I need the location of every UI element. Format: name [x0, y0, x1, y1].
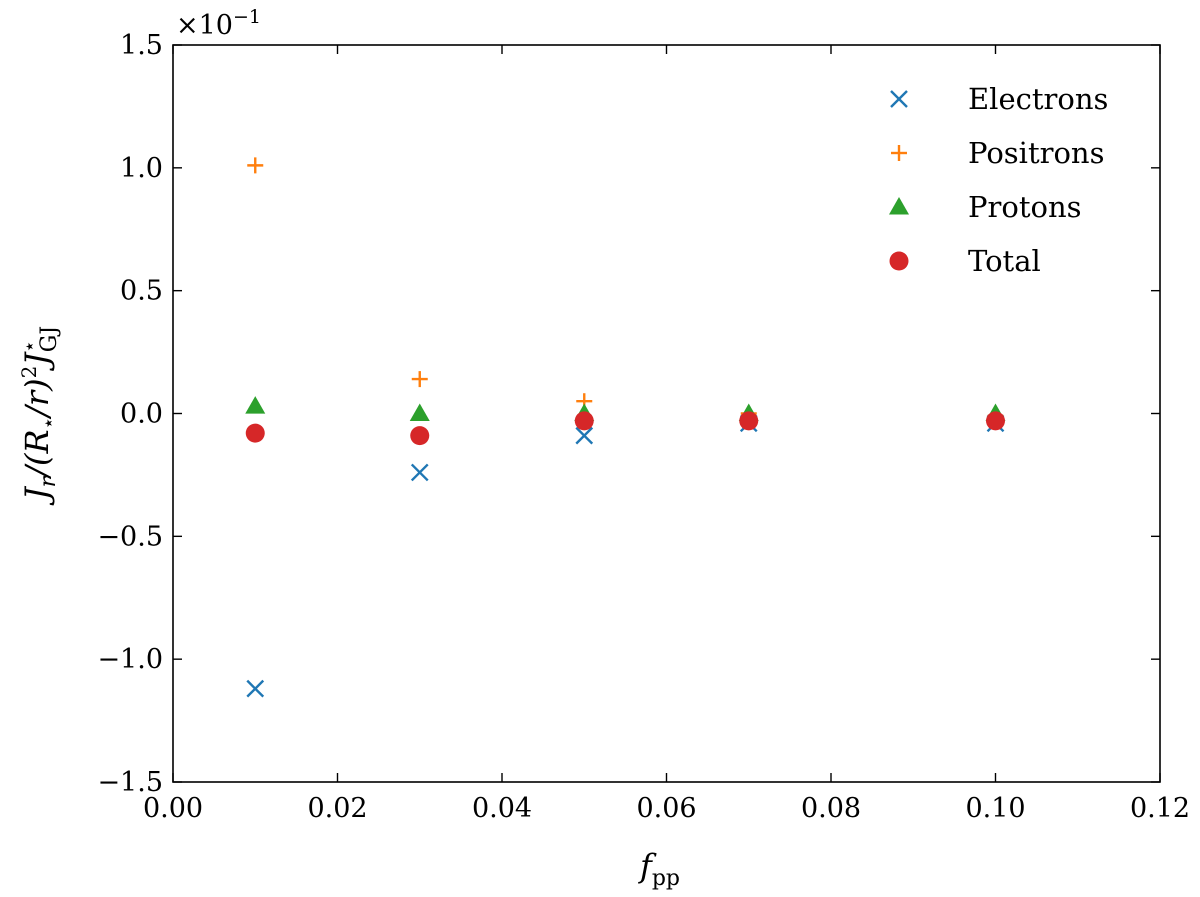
y-offset-exponent: −1 [233, 6, 261, 28]
y-tick-label: −1.0 [97, 644, 163, 675]
total-point [410, 426, 430, 446]
y-tick-label: 0.5 [120, 276, 163, 307]
series-protons [245, 396, 1006, 421]
y-offset-base: ×10 [176, 10, 233, 41]
x-tick-label: 0.02 [307, 793, 367, 824]
protons-point [409, 403, 430, 421]
y-axis-label: Jr/(R⋆/r)2J⋆GJ [17, 326, 62, 506]
y-tick-label: 0.0 [120, 399, 163, 430]
positrons-point [411, 371, 428, 388]
y-label-star-sub: ⋆ [36, 417, 60, 430]
electrons-point [575, 426, 594, 445]
plot-frame [172, 44, 1161, 783]
series-electrons [246, 414, 1005, 698]
total-point [739, 411, 759, 431]
ticks-layer: 0.00 0.02 0.04 0.06 0.08 0.10 0.12 −1.5 −1.0 −0.5… [97, 30, 1190, 824]
legend-marker-electrons [890, 90, 908, 108]
y-tick-label: −0.5 [97, 521, 163, 552]
electrons-point [246, 679, 265, 698]
y-label-star-sup: ⋆ [17, 340, 41, 353]
x-axis-label: fpp [638, 847, 680, 891]
total-point [245, 423, 265, 443]
y-tick-label: −1.5 [97, 767, 163, 798]
series-positrons [247, 157, 1004, 424]
legend-marker-positrons [891, 145, 907, 161]
x-label-sub: pp [652, 866, 680, 891]
legend-label-protons: Protons [968, 190, 1082, 224]
electrons-point [410, 463, 429, 482]
x-marker-stroke [410, 463, 429, 482]
y-label-r-sub: r [36, 475, 61, 487]
x-tick-label: 0.00 [143, 793, 203, 824]
y-label-gj: GJ [37, 326, 62, 352]
legend-label-electrons: Electrons [968, 82, 1108, 116]
x-marker-stroke [246, 679, 265, 698]
x-marker-stroke [575, 426, 594, 445]
legend-label-total: Total [968, 244, 1041, 278]
positrons-point [247, 157, 264, 174]
x-marker-stroke [890, 90, 908, 108]
total-point [574, 411, 594, 431]
y-offset-text: ×10−1 [176, 6, 261, 41]
x-tick-label: 0.10 [965, 793, 1025, 824]
x-tick-label: 0.04 [472, 793, 532, 824]
y-label-j2: J [18, 351, 56, 372]
protons-point [245, 396, 266, 414]
data-marks [245, 157, 1006, 698]
total-point [986, 411, 1005, 431]
y-label-j: J [18, 485, 56, 506]
y-label-mid: /(R [18, 429, 56, 479]
series-total [245, 411, 1005, 446]
legend-label-positrons: Positrons [968, 136, 1105, 170]
legend: Electrons Positrons Protons Total [889, 82, 1108, 278]
x-tick-label: 0.06 [636, 793, 696, 824]
x-tick-label: 0.12 [1130, 793, 1190, 824]
y-label-square: 2 [17, 366, 41, 379]
y-tick-label: 1.5 [120, 30, 163, 61]
y-tick-label: 1.0 [120, 153, 163, 184]
legend-marker-protons [889, 197, 909, 215]
legend-marker-total [889, 251, 909, 271]
x-tick-label: 0.08 [801, 793, 861, 824]
y-label-slash-r: /r) [18, 378, 56, 420]
